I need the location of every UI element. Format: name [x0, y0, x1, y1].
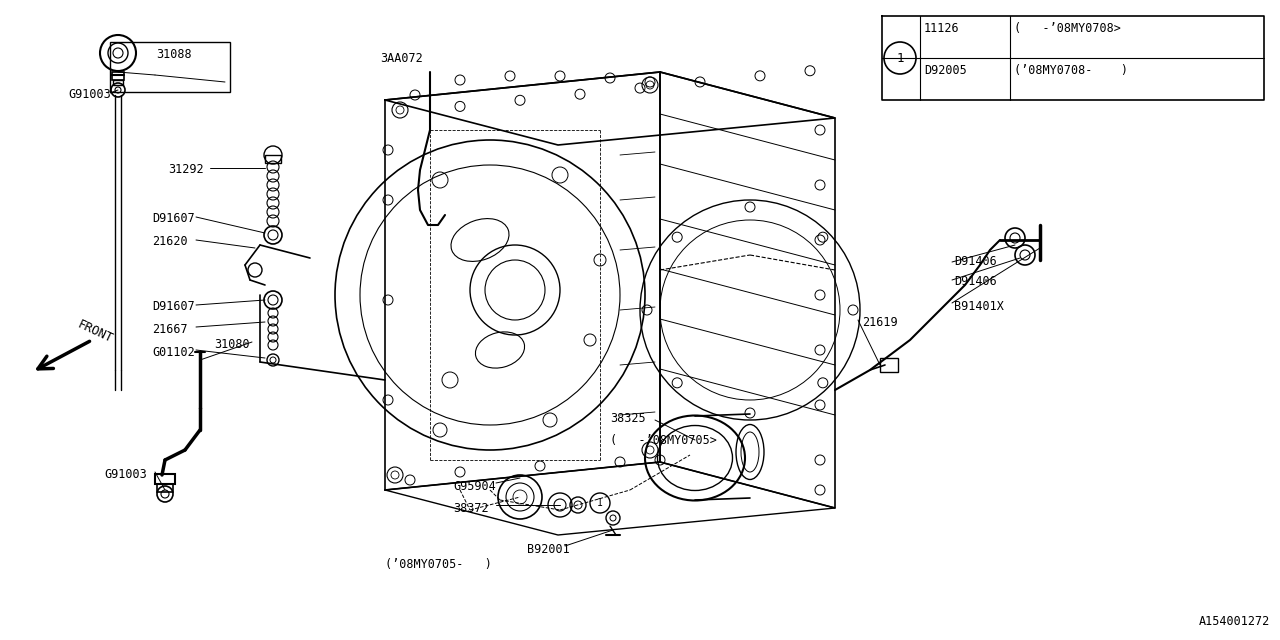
Bar [265, 155, 282, 163]
Text: 21619: 21619 [861, 316, 897, 329]
Text: G91003: G91003 [68, 88, 111, 101]
Text: G91003: G91003 [104, 468, 147, 481]
Text: 31088: 31088 [156, 48, 192, 61]
Text: 11126: 11126 [924, 22, 960, 35]
Text: D91607: D91607 [152, 300, 195, 313]
Text: 38325: 38325 [611, 412, 645, 425]
Text: (   -’08MY0708>: ( -’08MY0708> [1014, 22, 1121, 35]
Text: G95904: G95904 [453, 480, 495, 493]
Bar [113, 80, 123, 85]
Bar [155, 474, 175, 484]
Text: 1: 1 [896, 51, 904, 65]
Text: 38372: 38372 [453, 502, 489, 515]
Text: D91607: D91607 [152, 212, 195, 225]
Text: D91406: D91406 [954, 275, 997, 288]
Text: G01102: G01102 [152, 346, 195, 359]
Bar [113, 72, 124, 80]
Text: FRONT: FRONT [76, 318, 114, 346]
Bar [881, 358, 899, 372]
Text: 1: 1 [596, 498, 603, 508]
Bar [110, 42, 230, 92]
Bar [157, 484, 173, 492]
Text: 31292: 31292 [168, 163, 204, 176]
Text: (   -’08MY0705>: ( -’08MY0705> [611, 434, 717, 447]
Text: B92001: B92001 [527, 543, 570, 556]
Text: 3AA072: 3AA072 [380, 52, 422, 65]
Text: A154001272: A154001272 [1199, 615, 1270, 628]
Text: D91406: D91406 [954, 255, 997, 268]
Text: 21667: 21667 [152, 323, 188, 336]
Text: (’08MY0705-   ): (’08MY0705- ) [385, 558, 492, 571]
Text: 31080: 31080 [214, 338, 250, 351]
Text: D92005: D92005 [924, 64, 966, 77]
Text: B91401X: B91401X [954, 300, 1004, 313]
Text: (’08MY0708-    ): (’08MY0708- ) [1014, 64, 1128, 77]
Text: 21620: 21620 [152, 235, 188, 248]
